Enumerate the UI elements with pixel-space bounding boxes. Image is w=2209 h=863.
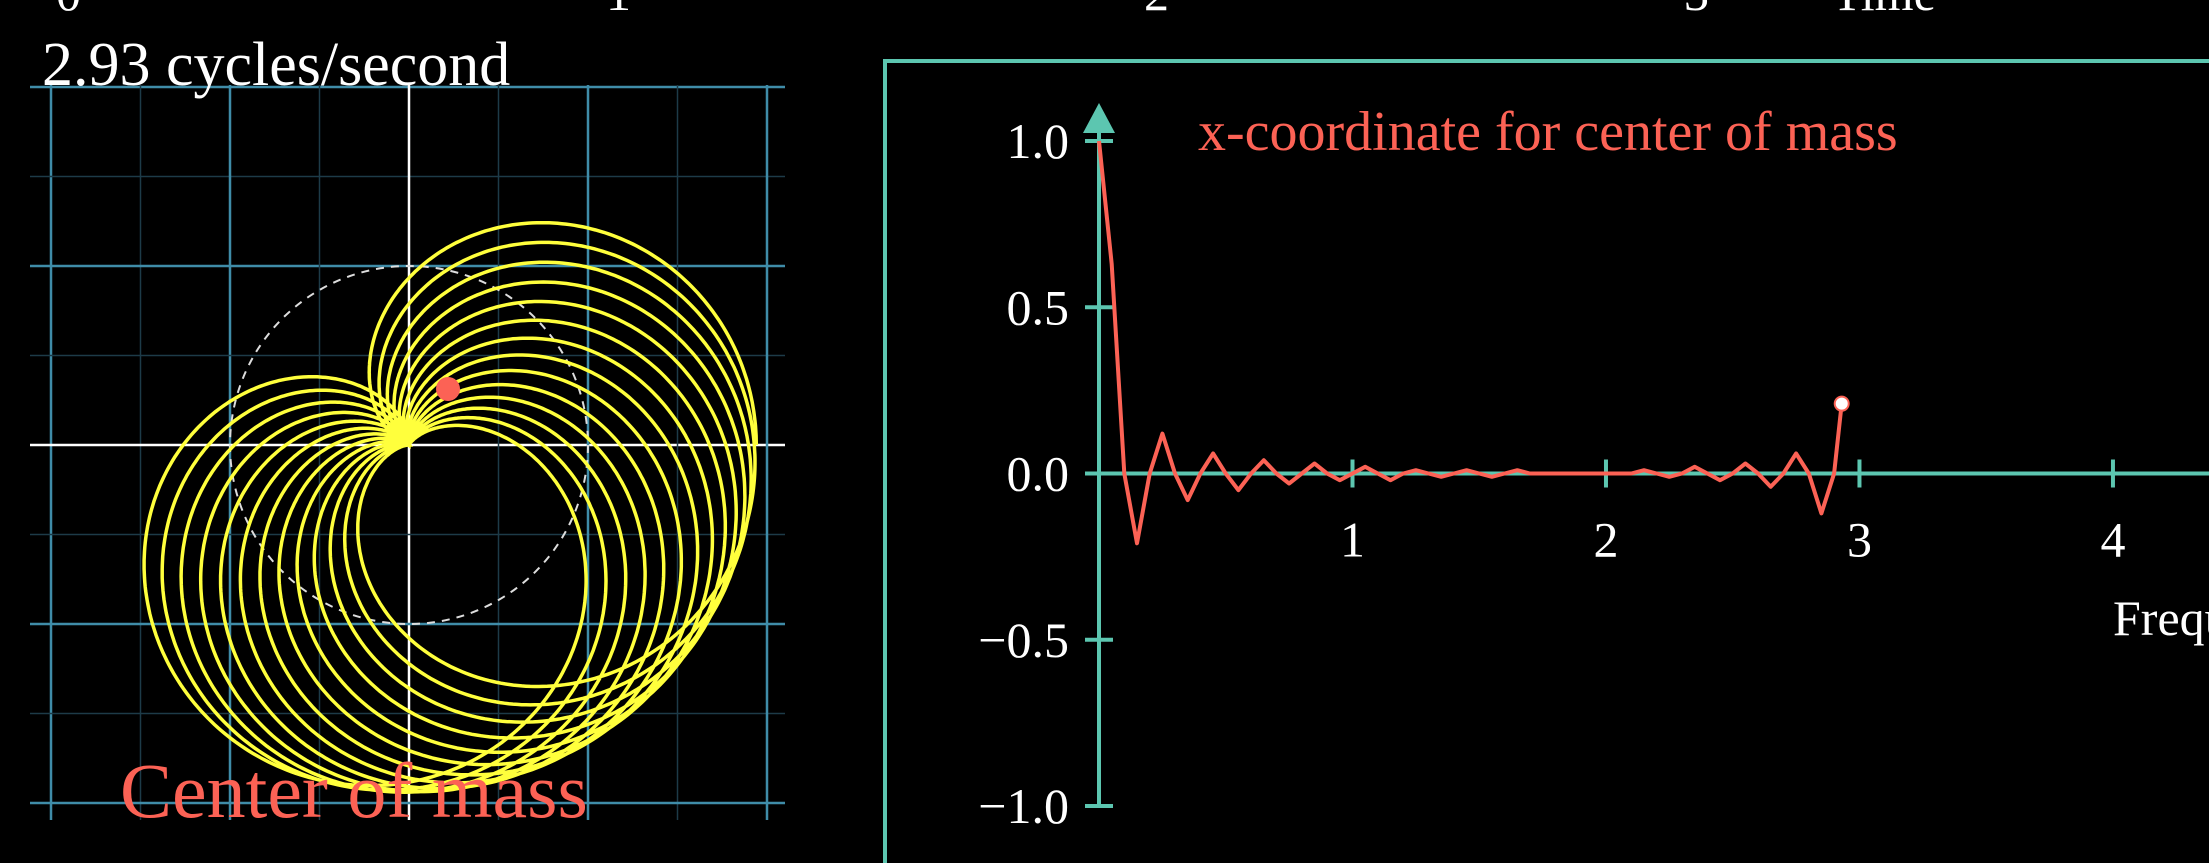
series-label: x-coordinate for center of mass	[1198, 101, 1898, 163]
top-axis-label: 1	[606, 0, 631, 21]
x-tick-label: 4	[2100, 512, 2125, 568]
center-of-mass-caption: Center of mass	[120, 747, 588, 834]
y-tick-label: −1.0	[978, 778, 1069, 834]
top-axis-label: 2	[1144, 0, 1169, 21]
x-tick-label: 3	[1847, 512, 1872, 568]
y-tick-label: −0.5	[978, 612, 1069, 668]
wound-signal	[142, 220, 759, 794]
x-tick-label: 1	[1340, 512, 1365, 568]
end-point	[1833, 395, 1850, 412]
frequency-label: 2.93 cycles/second	[42, 31, 510, 99]
panel-frame	[883, 59, 2209, 863]
top-axis-label: 0	[56, 0, 81, 21]
top-axis-label: 3	[1684, 0, 1709, 21]
y-tick-label: 1.0	[1007, 113, 1070, 169]
x-tick-label: 2	[1593, 512, 1618, 568]
winding-panel	[30, 85, 785, 820]
y-axis-arrow	[1083, 103, 1115, 133]
top-axis-label: Time	[1832, 0, 1936, 21]
y-tick-label: 0.0	[1007, 446, 1070, 502]
y-tick-label: 0.5	[1007, 279, 1070, 335]
unit-circle	[229, 265, 589, 625]
x-axis-label: Frequency	[2113, 590, 2209, 646]
data-line	[1097, 140, 1844, 546]
center-of-mass-dot	[436, 377, 460, 401]
